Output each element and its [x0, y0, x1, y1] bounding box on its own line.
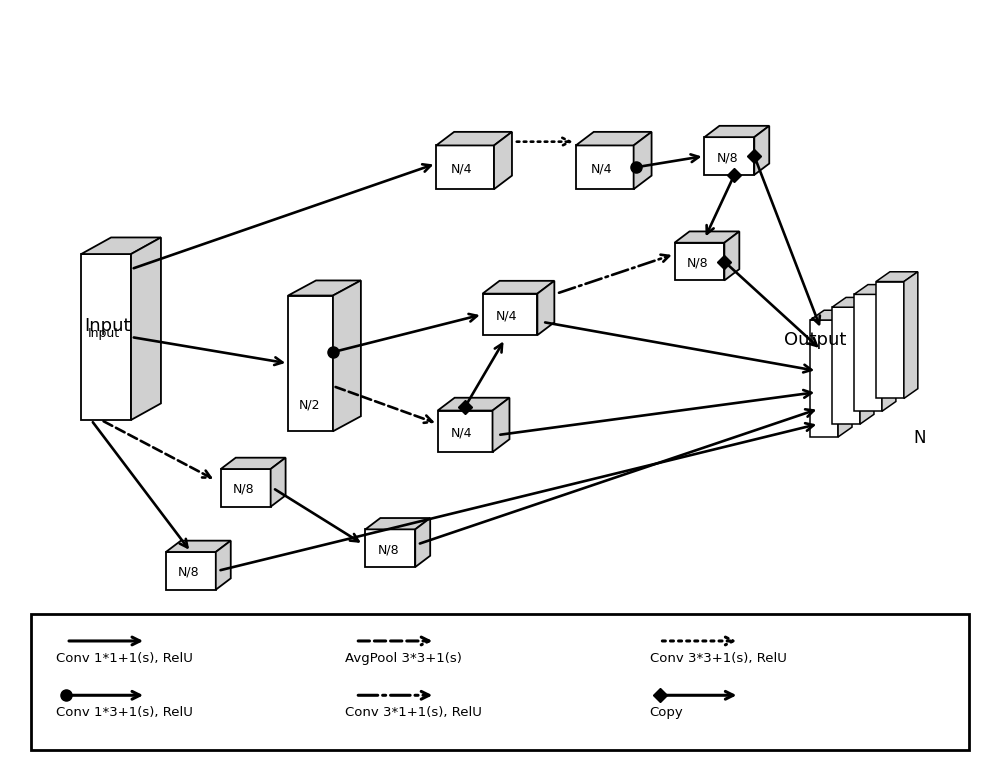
Polygon shape	[271, 458, 286, 506]
Polygon shape	[854, 294, 882, 411]
Polygon shape	[832, 298, 874, 307]
Polygon shape	[365, 518, 430, 529]
Polygon shape	[704, 137, 754, 175]
Polygon shape	[483, 281, 554, 294]
Text: Copy: Copy	[650, 706, 683, 719]
Text: N/8: N/8	[716, 151, 738, 164]
Text: Input: Input	[84, 316, 131, 335]
Text: N/4: N/4	[451, 162, 473, 176]
Text: Conv 1*1+1(s), RelU: Conv 1*1+1(s), RelU	[56, 652, 193, 665]
Polygon shape	[365, 529, 415, 567]
Text: Output: Output	[784, 331, 847, 348]
Polygon shape	[436, 145, 494, 189]
Polygon shape	[415, 518, 430, 567]
Polygon shape	[576, 145, 634, 189]
Text: N/4: N/4	[496, 310, 518, 322]
Text: N/8: N/8	[233, 483, 254, 496]
Text: N/8: N/8	[686, 257, 708, 269]
Polygon shape	[221, 469, 271, 506]
Text: N/8: N/8	[377, 544, 399, 556]
Polygon shape	[131, 238, 161, 420]
Polygon shape	[904, 272, 918, 398]
Polygon shape	[288, 295, 333, 431]
Polygon shape	[438, 410, 493, 452]
Polygon shape	[483, 294, 537, 335]
Polygon shape	[221, 458, 286, 469]
Polygon shape	[537, 281, 554, 335]
Polygon shape	[166, 552, 216, 590]
Polygon shape	[634, 132, 652, 189]
Polygon shape	[876, 282, 904, 398]
Text: N/8: N/8	[178, 565, 200, 579]
Polygon shape	[494, 132, 512, 189]
Text: N: N	[914, 428, 926, 447]
FancyBboxPatch shape	[31, 614, 969, 749]
Polygon shape	[810, 310, 852, 320]
Polygon shape	[288, 280, 361, 295]
Text: Conv 3*1+1(s), RelU: Conv 3*1+1(s), RelU	[345, 706, 482, 719]
Polygon shape	[704, 126, 769, 137]
Text: AvgPool 3*3+1(s): AvgPool 3*3+1(s)	[345, 652, 462, 665]
Polygon shape	[838, 310, 852, 437]
Polygon shape	[216, 540, 231, 590]
Text: N/2: N/2	[299, 398, 320, 411]
Text: N/4: N/4	[451, 426, 473, 439]
Polygon shape	[876, 272, 918, 282]
Polygon shape	[810, 320, 838, 437]
Polygon shape	[675, 243, 724, 280]
Polygon shape	[436, 132, 512, 145]
Polygon shape	[576, 132, 652, 145]
Polygon shape	[81, 254, 131, 420]
Polygon shape	[832, 307, 860, 424]
Polygon shape	[882, 285, 896, 411]
Polygon shape	[754, 126, 769, 175]
Polygon shape	[860, 298, 874, 424]
Text: N/4: N/4	[591, 162, 612, 176]
Text: Conv 3*3+1(s), RelU: Conv 3*3+1(s), RelU	[650, 652, 786, 665]
Text: Input: Input	[88, 327, 120, 340]
Polygon shape	[724, 232, 739, 280]
Polygon shape	[166, 540, 231, 552]
Polygon shape	[333, 280, 361, 431]
Text: Conv 1*3+1(s), RelU: Conv 1*3+1(s), RelU	[56, 706, 193, 719]
Polygon shape	[438, 397, 509, 410]
Polygon shape	[81, 238, 161, 254]
Polygon shape	[493, 397, 509, 452]
Polygon shape	[854, 285, 896, 294]
Polygon shape	[675, 232, 739, 243]
